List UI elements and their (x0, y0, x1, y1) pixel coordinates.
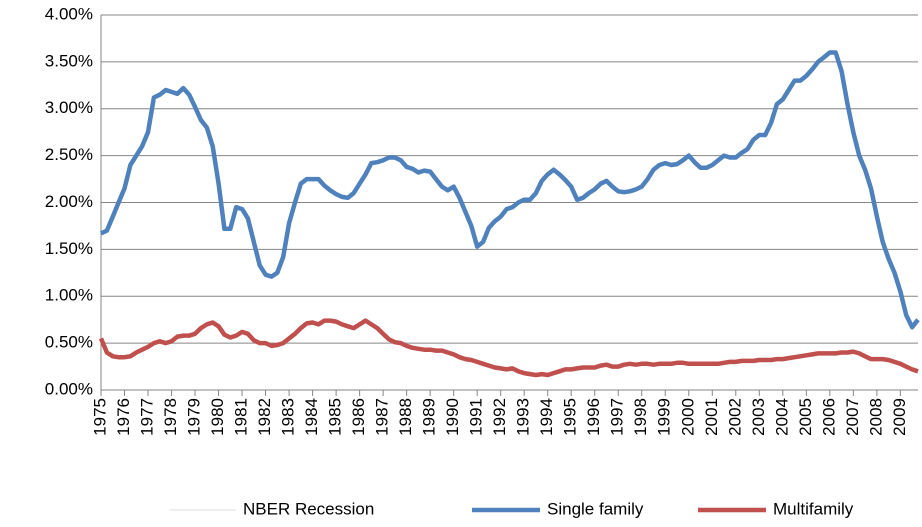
legend-label: Multifamily (773, 499, 854, 518)
x-tick-label: 1976 (114, 398, 133, 436)
x-tick-label: 1984 (302, 398, 321, 436)
x-tick-label: 1985 (326, 398, 345, 436)
x-tick-label: 1996 (584, 398, 603, 436)
x-tick-label: 1987 (373, 398, 392, 436)
x-tick-label: 1983 (279, 398, 298, 436)
y-tick-label: 0.50% (45, 333, 93, 352)
x-tick-label: 1982 (255, 398, 274, 436)
x-tick-label: 1991 (467, 398, 486, 436)
y-tick-label: 2.00% (45, 192, 93, 211)
y-tick-label: 0.00% (45, 379, 93, 398)
x-tick-label: 1989 (420, 398, 439, 436)
x-tick-label: 2007 (843, 398, 862, 436)
x-tick-label: 1994 (537, 398, 556, 436)
legend-label: Single family (547, 499, 644, 518)
x-tick-label: 2006 (819, 398, 838, 436)
y-tick-label: 4.00% (45, 4, 93, 23)
x-tick-label: 1993 (514, 398, 533, 436)
legend-label: NBER Recession (243, 499, 374, 518)
x-tick-label: 2000 (678, 398, 697, 436)
x-tick-label: 1999 (655, 398, 674, 436)
y-tick-label: 1.00% (45, 286, 93, 305)
x-tick-label: 2005 (796, 398, 815, 436)
x-tick-label: 1997 (608, 398, 627, 436)
x-tick-label: 1998 (631, 398, 650, 436)
y-tick-label: 3.00% (45, 98, 93, 117)
y-tick-label: 3.50% (45, 51, 93, 70)
x-tick-label: 2002 (725, 398, 744, 436)
x-tick-label: 1980 (208, 398, 227, 436)
x-tick-label: 1990 (443, 398, 462, 436)
x-tick-label: 2008 (866, 398, 885, 436)
x-tick-label: 1975 (90, 398, 109, 436)
y-tick-label: 1.50% (45, 239, 93, 258)
x-tick-label: 1988 (396, 398, 415, 436)
series-line (98, 318, 919, 378)
x-tick-label: 1995 (561, 398, 580, 436)
y-tick-label: 2.50% (45, 145, 93, 164)
x-tick-label: 1977 (138, 398, 157, 436)
x-tick-label: 1981 (232, 398, 251, 436)
x-tick-label: 1978 (161, 398, 180, 436)
x-tick-label: 2004 (772, 398, 791, 436)
x-tick-label: 2009 (890, 398, 909, 436)
x-tick-label: 1992 (490, 398, 509, 436)
series-line (100, 50, 920, 330)
x-tick-label: 2003 (749, 398, 768, 436)
x-tick-label: 1979 (185, 398, 204, 436)
x-tick-label: 2001 (702, 398, 721, 436)
x-tick-label: 1986 (349, 398, 368, 436)
